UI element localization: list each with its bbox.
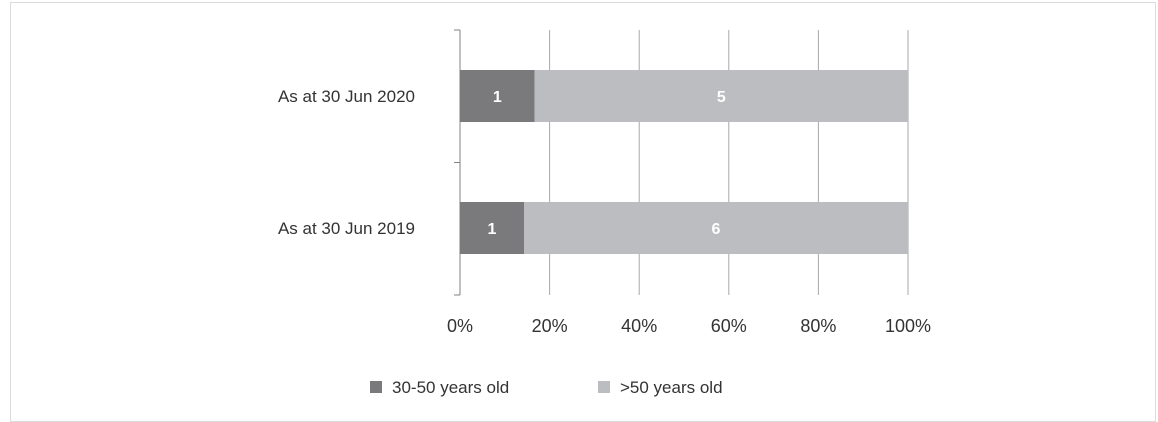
data-label: 1	[493, 89, 502, 106]
bar-segment-old-1	[524, 202, 908, 254]
x-tick-label: 0%	[447, 316, 473, 336]
x-tick-label: 100%	[885, 316, 931, 336]
labels: 0% 20% 40% 60% 80% 100% 1 5 As at 30 Jun 2020 1 6 A…	[278, 87, 931, 336]
stacked-bar-chart: 0% 20% 40% 60% 80% 100% 1 5 As at 30 Jun 2020 1 6 A…	[278, 29, 931, 397]
category-label: As at 30 Jun 2020	[278, 87, 415, 106]
legend-swatch	[598, 381, 610, 393]
bars	[460, 70, 908, 254]
data-label: 1	[488, 221, 497, 238]
legend: 30-50 years old >50 years old	[370, 378, 723, 397]
gridlines	[549, 30, 909, 295]
category-label: As at 30 Jun 2019	[278, 219, 415, 238]
bar-segment-old-0	[534, 70, 908, 122]
category-axis	[454, 29, 461, 296]
legend-label: 30-50 years old	[392, 378, 509, 397]
x-tick-label: 20%	[532, 316, 568, 336]
bar-segment-young-1	[460, 202, 524, 254]
bar-segment-young-0	[460, 70, 535, 122]
x-tick-label: 80%	[800, 316, 836, 336]
x-tick-label: 60%	[711, 316, 747, 336]
data-label: 6	[712, 221, 721, 238]
x-tick-label: 40%	[621, 316, 657, 336]
data-label: 5	[717, 89, 726, 106]
legend-swatch	[370, 381, 382, 393]
legend-label: >50 years old	[620, 378, 723, 397]
